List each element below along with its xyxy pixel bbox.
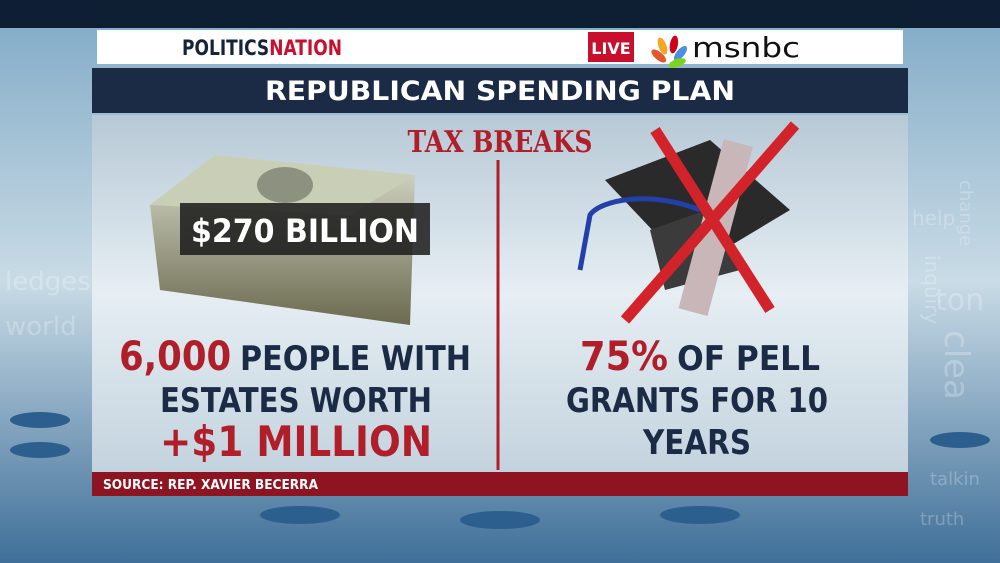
left-line: 6,000PEOPLE WITH	[119, 334, 471, 380]
dots	[10, 412, 990, 529]
dot	[10, 442, 70, 458]
live-badge	[588, 32, 634, 62]
subtitle: TAX BREAKS	[408, 125, 593, 160]
right-line: YEARS	[642, 423, 751, 463]
title-bar	[92, 68, 908, 113]
right-line: GRANTS FOR 10	[566, 381, 828, 421]
bg-word: truth	[920, 509, 964, 530]
live-label: LIVE	[591, 39, 630, 58]
bg-word: ledges	[5, 267, 91, 297]
left-text: PEOPLE WITH	[240, 339, 471, 379]
dot	[930, 432, 990, 448]
tassel	[577, 196, 701, 271]
left-highlight: +$1 MILLION	[160, 417, 432, 466]
feather	[669, 35, 679, 54]
feather	[657, 37, 668, 55]
title: REPUBLICAN SPENDING PLAN	[265, 76, 735, 107]
peacock	[651, 35, 688, 68]
dot	[460, 511, 540, 529]
amount-badge	[180, 203, 430, 255]
bg-word: help	[912, 206, 955, 230]
bg-word: talkin	[930, 469, 980, 490]
bg-word: change	[955, 180, 976, 246]
feather	[651, 49, 667, 63]
bg-word: world	[5, 312, 77, 342]
bg-word: clea	[936, 330, 976, 400]
x-mark	[620, 121, 800, 324]
top-band	[0, 0, 1000, 28]
dot	[660, 506, 740, 524]
feather	[673, 46, 688, 61]
right-text: OF PELL	[677, 339, 820, 379]
amount: $270 BILLION	[191, 212, 419, 250]
portrait	[257, 167, 313, 203]
grad-cap	[577, 121, 800, 324]
source: SOURCE: REP. XAVIER BECERRA	[103, 478, 318, 493]
right-number: 75%	[580, 334, 668, 380]
source-bar	[92, 472, 908, 496]
header-bar	[97, 30, 903, 64]
bg-word: inquiry	[920, 255, 944, 324]
show-part: NATION	[269, 36, 342, 60]
show-logo: POLITICSNATION	[182, 36, 342, 60]
dot	[260, 506, 340, 524]
show-part: POLITICS	[182, 36, 269, 60]
right-line: 75%OF PELL	[580, 334, 820, 380]
left-line: ESTATES WORTH	[160, 381, 432, 421]
feather	[668, 58, 686, 68]
dot	[10, 412, 70, 428]
left-number: 6,000	[119, 334, 231, 380]
network-logo: msnbc	[692, 31, 800, 64]
bg-word: ton	[935, 283, 984, 318]
background-words: ledges world help change inquiry ton cle…	[5, 180, 984, 530]
